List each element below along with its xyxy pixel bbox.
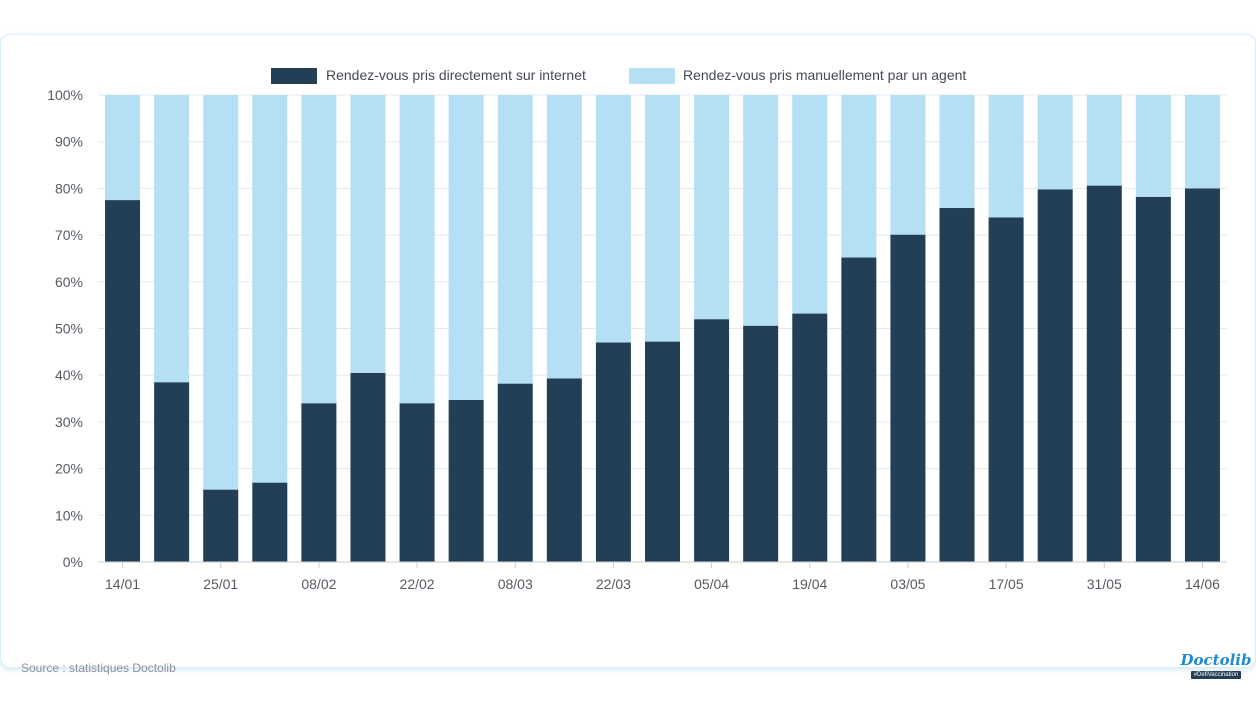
axes: 0% 10% 20% 30% 40% 50% 60% 70% 80% 90% 100% 14/01 25… [47, 87, 1227, 592]
y-tick-label: 30% [55, 414, 83, 430]
bar-internet [792, 313, 828, 562]
bar-agent [497, 95, 533, 384]
bar-agent [1037, 95, 1073, 190]
y-tick-label: 100% [47, 87, 83, 103]
bar-agent [1135, 95, 1171, 197]
bar-internet [301, 403, 337, 562]
y-tick-label: 90% [55, 134, 83, 150]
logo-wordmark: Doctolib [1180, 651, 1252, 669]
x-tick-label: 22/02 [400, 576, 435, 592]
logo-tagline: #DefiVaccination [1190, 671, 1242, 679]
bar-agent [595, 95, 631, 343]
x-tick-label: 05/04 [694, 576, 729, 592]
legend-swatch-internet [271, 68, 317, 84]
legend-label-agent: Rendez-vous pris manuellement par un age… [683, 67, 966, 83]
bar-agent [1184, 95, 1220, 189]
bar-internet [252, 482, 288, 562]
bar-agent [448, 95, 484, 400]
y-tick-label: 50% [55, 321, 83, 337]
bar-agent [645, 95, 680, 342]
bars [105, 95, 1220, 563]
bar-agent [399, 95, 435, 404]
bar-internet [1135, 196, 1171, 562]
bar-internet [841, 257, 877, 562]
x-tick-label: 22/03 [596, 576, 631, 592]
bar-internet [988, 217, 1024, 562]
doctolib-logo: Doctolib #DefiVaccination [1181, 651, 1251, 685]
bar-internet [743, 325, 779, 562]
bar-agent [301, 95, 337, 404]
bar-internet [939, 208, 975, 562]
bar-internet [1037, 189, 1073, 563]
bar-agent [694, 95, 730, 320]
x-tick-label: 14/01 [105, 576, 140, 592]
bar-agent [105, 95, 141, 201]
x-tick-label: 17/05 [989, 576, 1024, 592]
bar-agent [1086, 95, 1122, 186]
y-tick-label: 20% [55, 461, 83, 477]
bar-internet [399, 403, 435, 562]
bar-agent [154, 95, 190, 383]
bar-internet [1086, 185, 1122, 562]
stacked-bar-chart: 0% 10% 20% 30% 40% 50% 60% 70% 80% 90% 100% 14/01 25… [47, 67, 1227, 592]
x-tick-label: 08/02 [301, 576, 336, 592]
bar-agent [841, 95, 877, 258]
x-tick-label: 03/05 [890, 576, 925, 592]
bar-agent [252, 95, 288, 483]
legend-label-internet: Rendez-vous pris directement sur interne… [326, 67, 586, 83]
bar-agent [792, 95, 828, 314]
bar-internet [890, 234, 926, 562]
source-note: Source : statistiques Doctolib [21, 661, 176, 675]
bar-internet [546, 378, 582, 562]
y-tick-label: 70% [55, 227, 83, 243]
bar-internet [350, 372, 386, 562]
bar-internet [448, 399, 484, 562]
y-tick-label: 0% [63, 554, 83, 570]
bar-internet [1184, 188, 1220, 562]
bar-internet [497, 383, 533, 562]
bar-internet [105, 200, 141, 562]
bar-internet [203, 489, 239, 562]
bar-internet [595, 342, 631, 562]
bar-agent [350, 95, 386, 373]
x-tick-label: 19/04 [792, 576, 827, 592]
bar-internet [645, 341, 680, 562]
bar-agent [203, 95, 239, 490]
x-tick-label: 31/05 [1087, 576, 1122, 592]
y-tick-label: 60% [55, 274, 83, 290]
y-tick-label: 40% [55, 367, 83, 383]
bar-internet [694, 319, 730, 562]
y-tick-label: 80% [55, 180, 83, 196]
x-tick-label: 14/06 [1185, 576, 1220, 592]
bar-agent [988, 95, 1024, 218]
legend-swatch-agent [629, 68, 675, 84]
x-tick-label: 08/03 [498, 576, 533, 592]
y-tick-label: 10% [55, 507, 83, 523]
legend: Rendez-vous pris directement sur interne… [271, 67, 966, 84]
bar-agent [546, 95, 582, 379]
x-tick-label: 25/01 [203, 576, 238, 592]
bar-agent [743, 95, 779, 326]
chart-card: 0% 10% 20% 30% 40% 50% 60% 70% 80% 90% 100% 14/01 25… [0, 34, 1256, 679]
bar-agent [890, 95, 926, 235]
bar-internet [154, 382, 190, 562]
bar-agent [939, 95, 975, 209]
